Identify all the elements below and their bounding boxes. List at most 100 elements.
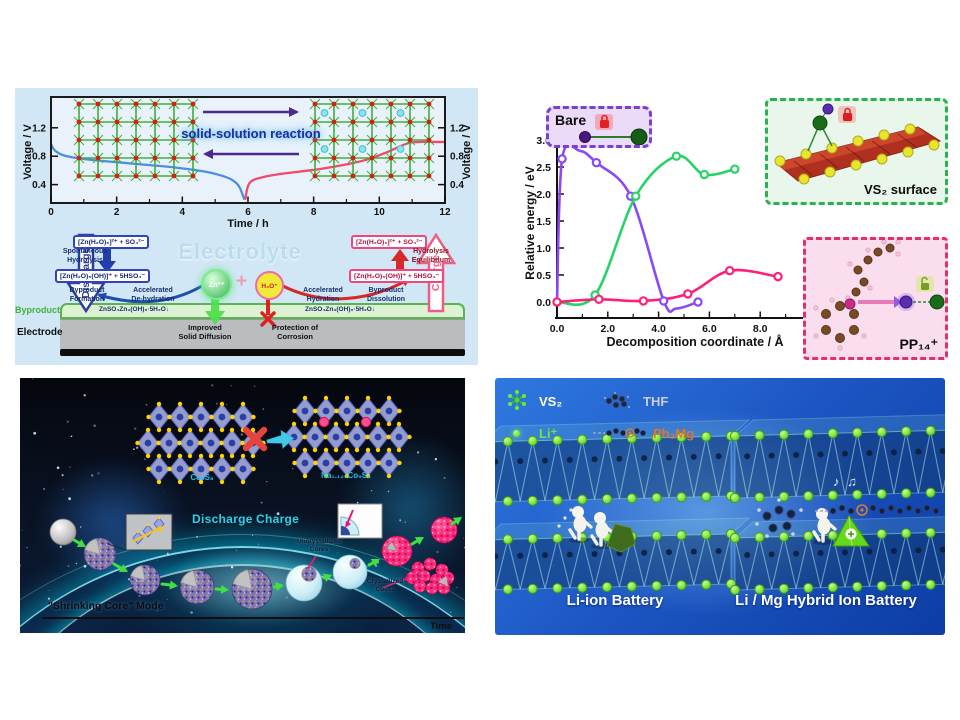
eq-zn-sulfate-right: [Zn(H₂O)₆]²⁺ + SO₄²⁻ — [351, 235, 428, 249]
zn-ion-badge: Zn²⁺ — [201, 269, 232, 300]
byproduct-band-label: Byproduct — [15, 305, 60, 315]
tl-ylabel-right: Voltage / V — [461, 124, 473, 180]
bl-discharge-label: Discharge — [192, 512, 253, 526]
plus-sign: + — [236, 271, 248, 292]
bare-molecule-art — [579, 114, 648, 145]
eq-zn-bisulfate-left: [Zn(H₂O)₅(OH)]⁺ + 5HSO₄⁻ — [55, 269, 151, 283]
vs2-layer-slab — [495, 517, 751, 595]
dehydration-swoosh-arrow — [97, 281, 208, 304]
inset-bare-label: Bare — [555, 112, 587, 128]
starfield — [20, 378, 465, 614]
electrolyte-label: Electrolyte — [178, 239, 302, 264]
co9s8-lattice — [135, 401, 266, 485]
co9s8-label: Co₉S₈ — [190, 473, 214, 482]
byproduct-dissolution-label: Byproduct Dissolution — [366, 287, 406, 303]
shrinking-core-mode-label: "Shrinking Core" Mode — [48, 600, 164, 612]
pushing-figure — [812, 508, 837, 545]
panel-li-mg-hybrid: VS₂ THF Li⁺ Ph₂Mg ♪ ♫ Li-ion Battery Li … — [495, 378, 945, 635]
ph2mg-molecule — [815, 504, 940, 516]
improved-diffusion-label: Improved Solid Diffusion — [178, 323, 232, 342]
legend-ph2mg-label: Ph₂Mg — [653, 426, 695, 441]
tl-ylabel-left: Voltage / V — [22, 124, 34, 180]
crystallized-co9s8-label: Crystallized Co₉S₈ — [366, 578, 404, 594]
inset-bare: Bare — [546, 106, 652, 148]
svg-text:2.5: 2.5 — [536, 162, 551, 174]
svg-text:0.8: 0.8 — [450, 152, 464, 163]
tr-xlabel: Decomposition coordinate / Å — [606, 335, 784, 349]
current-collector-bar — [60, 349, 465, 356]
legend-vs2-label: VS₂ — [539, 394, 563, 409]
pristine-particle — [49, 518, 77, 546]
co9s8-lattice-blocked — [281, 395, 412, 479]
pushing-figure — [568, 506, 593, 543]
hydration-swoosh-arrow — [280, 277, 411, 301]
galaxy-arc — [20, 534, 465, 633]
accel-dehydration-label: Accelerated De-hydration — [131, 287, 175, 303]
hydronium-badge: H₃O⁺ — [255, 271, 284, 300]
svg-text:2: 2 — [114, 207, 120, 218]
svg-text:0.8: 0.8 — [32, 152, 46, 163]
electrolyte-scheme: Discharge Charge [Zn(H₂O)₆]²⁺ + SO₄²⁻ [Z… — [15, 233, 478, 365]
svg-text:8.0: 8.0 — [753, 323, 768, 335]
mg-complex-blob — [606, 523, 636, 553]
inset-pp14-label: PP₁₄⁺ — [899, 336, 938, 352]
byproduct-formula-right: ZnSO₄Zn₃(OH)₆·5H₂O↓ — [305, 306, 376, 313]
svg-text:6.0: 6.0 — [702, 323, 717, 335]
piperidinium-ring — [821, 243, 895, 343]
li-mg-hybrid-battery-label: Li / Mg Hybrid Ion Battery — [735, 592, 917, 609]
svg-text:1.0: 1.0 — [536, 243, 551, 255]
pp14-molecule-art — [813, 240, 945, 351]
conversion-arrow — [266, 429, 295, 449]
hydrogens — [813, 240, 901, 351]
tr-ylabel: Relative energy / eV — [523, 166, 537, 280]
pointer-crystallized — [381, 577, 409, 589]
inset-vs2-surface: VS₂ surface — [765, 98, 948, 205]
svg-text:0.4: 0.4 — [32, 180, 46, 191]
svg-text:12: 12 — [439, 207, 451, 218]
svg-text:0.5: 0.5 — [536, 270, 551, 282]
crystal-lattice-inserted — [309, 98, 435, 182]
solid-solution-reaction-label: solid-solution reaction — [181, 126, 321, 141]
svg-text:6: 6 — [245, 207, 251, 218]
corrosion-x-2 — [260, 311, 276, 327]
svg-text:2.0: 2.0 — [536, 189, 551, 201]
voltage-time-chart: 0.4 0.4 0.8 0.8 1.2 1.2 0 2 4 6 8 10 12 — [32, 96, 464, 218]
layered-battery-art — [495, 414, 945, 596]
pushing-figure — [590, 512, 615, 549]
uncrystallized-cores-label: Uncrystallized Cores — [296, 538, 342, 554]
crystallized-cluster — [405, 557, 455, 595]
vs2-slab-art — [774, 103, 942, 185]
crystallized-particle — [430, 516, 458, 544]
svg-text:0.0: 0.0 — [536, 297, 551, 309]
hydronium-text: H₃O⁺ — [261, 282, 278, 290]
vs2-layer-slab — [495, 419, 751, 507]
eq-zn-bisulfate-right: [Zn(H₂O)₅(OH)]⁺ + 5HSO₄⁻ — [349, 269, 445, 283]
vs2-legend-icon — [508, 390, 526, 410]
relative-energy-chart: 0.00.51.01.52.02.53.00.0 2.0 4.0 6.0 8.0 — [536, 129, 833, 335]
accel-hydration-label: Accelerated Hydration — [303, 287, 343, 303]
svg-text:0: 0 — [48, 207, 54, 218]
tl-xlabel: Time / h — [227, 218, 269, 230]
li-legend-icon — [513, 430, 520, 437]
vs2-layer-slab — [729, 414, 945, 504]
eq-zn-sulfate-left: [Zn(H₂O)₆]²⁺ + SO₄²⁻ — [73, 235, 150, 249]
sodiated-label: Na₁.₁₂₅Co₉S₈ — [321, 471, 371, 480]
svg-text:0.4: 0.4 — [450, 180, 464, 191]
thf-molecule — [755, 498, 803, 538]
svg-text:2.0: 2.0 — [600, 323, 615, 335]
svg-text:10: 10 — [374, 207, 386, 218]
svg-text:4: 4 — [180, 207, 186, 218]
spontaneous-hydrol-label: Spontaneous Hydrolysis — [62, 248, 108, 264]
time-axis-line — [42, 617, 464, 619]
zn-ion-text: Zn²⁺ — [208, 280, 225, 289]
svg-text:4.0: 4.0 — [651, 323, 666, 335]
time-label: Time — [430, 621, 453, 632]
panel-decomposition-energy: 0.0 0.5 1.0 1.5 2.0 2.5 3.0 0.0 2.0 4.0 6.0 8.0 Rel… — [520, 85, 955, 365]
svg-text:1.2: 1.2 — [32, 123, 46, 134]
thf-legend-icon — [603, 392, 631, 409]
inset-vs2-label: VS₂ surface — [864, 182, 937, 197]
equilibrium-up-arrow — [391, 249, 409, 273]
shrinking-core-art — [20, 378, 465, 614]
music-notes: ♪ ♫ — [833, 474, 859, 489]
